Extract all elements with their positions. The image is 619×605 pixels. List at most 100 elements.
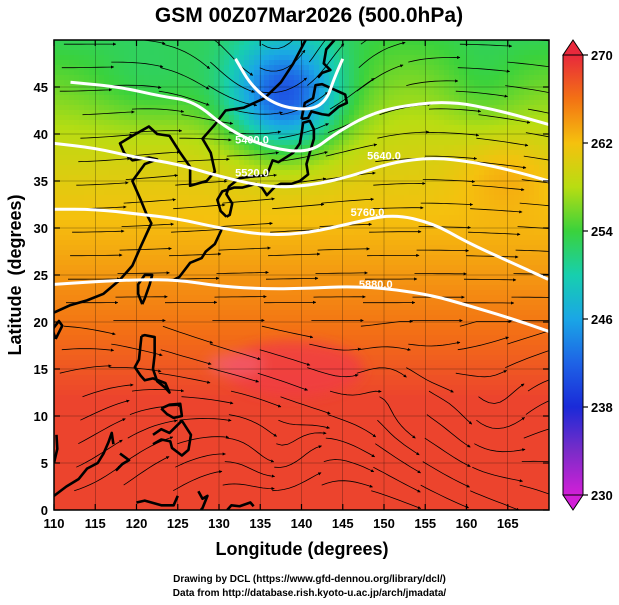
colorbar-tick-label: 230 [591, 488, 613, 503]
streamline [78, 157, 131, 163]
streamline [420, 202, 474, 207]
streamline [276, 151, 328, 163]
streamline [272, 472, 322, 492]
coastline-segment [160, 402, 184, 420]
coastline-segment [197, 490, 209, 510]
colorbar-tick-label: 238 [591, 400, 613, 415]
streamline [109, 84, 162, 89]
credit-line-dcl: Drawing by DCL (https://www.gfd-dennou.o… [173, 574, 446, 585]
colorbar-tick-label: 262 [591, 136, 613, 151]
streamline [424, 437, 471, 467]
wind-streamlines [59, 40, 549, 510]
y-tick-label: 15 [34, 362, 48, 377]
y-tick-label: 20 [34, 315, 48, 330]
streamline [476, 137, 529, 147]
streamline [226, 437, 275, 463]
streamline [210, 61, 255, 93]
streamline [426, 414, 471, 448]
colorbar-tick-label: 270 [591, 48, 613, 63]
streamline [210, 343, 261, 361]
streamline [181, 114, 234, 125]
streamline [527, 108, 549, 114]
coastline-segment [136, 495, 179, 507]
streamline [127, 150, 181, 157]
streamline [358, 41, 406, 69]
streamline [307, 367, 359, 378]
streamline [59, 88, 113, 92]
streamline [181, 396, 234, 405]
streamline [280, 396, 331, 415]
streamline [80, 399, 130, 421]
streamline [208, 85, 258, 107]
streamline [309, 343, 362, 351]
streamline [317, 247, 370, 251]
coastline-segment [300, 82, 349, 121]
x-tick-label: 165 [497, 516, 519, 531]
y-tick-label: 0 [41, 503, 48, 518]
contour-line [54, 141, 549, 189]
streamline [131, 388, 185, 393]
streamline [121, 222, 174, 227]
streamline [261, 325, 314, 339]
streamline [80, 133, 133, 139]
streamline [74, 465, 122, 492]
colorbar-ticks: 230 238 246 254 262 270 [583, 48, 613, 503]
contour-line [70, 80, 549, 153]
streamline [428, 108, 482, 113]
streamline [220, 221, 273, 227]
streamline [125, 436, 174, 462]
streamline [216, 270, 269, 275]
x-tick-label: 120 [126, 516, 148, 531]
streamline [459, 319, 512, 327]
streamline [323, 459, 375, 473]
y-tick-label: 10 [34, 409, 48, 424]
streamline [162, 43, 210, 70]
streamline [82, 110, 135, 116]
streamline [109, 366, 162, 373]
streamline [226, 151, 280, 157]
streamline [468, 231, 521, 236]
streamline [457, 336, 509, 351]
streamline [208, 367, 260, 383]
contour-label: 5520.0 [235, 167, 269, 179]
x-tick-label: 145 [332, 516, 354, 531]
streamline [222, 197, 275, 204]
x-tick-label: 110 [44, 516, 65, 531]
coastline-segment [54, 431, 115, 497]
streamline [515, 249, 549, 252]
streamline [476, 417, 525, 429]
x-tick-label: 150 [373, 516, 395, 531]
chart-title: GSM 00Z07Mar2026 (500.0hPa) [155, 4, 463, 27]
warm-core [207, 352, 264, 377]
streamline [111, 61, 164, 68]
streamline [280, 91, 329, 116]
streamline [356, 64, 404, 92]
coastline-segment [317, 40, 336, 79]
streamline [470, 208, 523, 214]
streamline [373, 181, 426, 186]
streamline [274, 445, 322, 468]
streamline [525, 132, 549, 138]
coastline-segment [133, 333, 171, 394]
y-tick-label: 25 [34, 268, 48, 283]
streamline [325, 437, 375, 458]
streamline [171, 227, 224, 233]
coastline-segment [171, 229, 223, 282]
streamline [214, 295, 267, 299]
streamline [416, 249, 469, 253]
colorbar-top-triangle [562, 39, 584, 56]
streamline [224, 461, 276, 478]
streamline [329, 77, 375, 110]
streamline [177, 435, 230, 445]
streamline [272, 202, 325, 210]
streamline [360, 319, 413, 327]
streamline [511, 296, 549, 298]
streamline [278, 123, 329, 139]
credit-line-data-source: Data from http://database.rish.kyoto-u.a… [172, 588, 447, 599]
streamline [127, 419, 178, 439]
y-tick-label: 40 [34, 127, 48, 142]
streamline [408, 341, 461, 347]
coastline-segment [54, 434, 59, 464]
colorbar: 230 238 246 254 262 270 [562, 39, 613, 511]
streamline [169, 252, 222, 257]
